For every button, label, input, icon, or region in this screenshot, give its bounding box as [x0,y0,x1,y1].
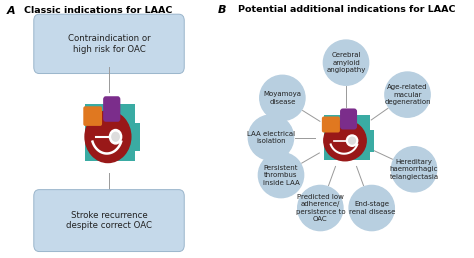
FancyBboxPatch shape [34,190,184,252]
Circle shape [109,130,122,144]
Text: Contraindication or
high risk for OAC: Contraindication or high risk for OAC [68,34,150,54]
FancyBboxPatch shape [85,104,135,161]
Circle shape [349,137,356,144]
Ellipse shape [324,120,366,161]
Circle shape [392,147,437,192]
Circle shape [385,72,430,117]
FancyBboxPatch shape [103,96,120,122]
Circle shape [260,75,305,120]
Ellipse shape [85,111,131,163]
Circle shape [323,40,369,85]
FancyBboxPatch shape [322,117,340,133]
FancyBboxPatch shape [340,108,357,130]
FancyBboxPatch shape [83,106,102,126]
FancyBboxPatch shape [122,123,139,151]
Circle shape [349,186,394,231]
Text: A: A [7,6,15,17]
Text: Moyamoya
disease: Moyamoya disease [264,91,301,105]
FancyBboxPatch shape [358,130,374,152]
Text: Predicted low
adherence/
persistence to
OAC: Predicted low adherence/ persistence to … [295,194,345,222]
FancyBboxPatch shape [324,115,370,160]
Text: Hereditary
haemorrhagic
telangiectasia: Hereditary haemorrhagic telangiectasia [390,159,438,180]
Text: LAA electrical
isolation: LAA electrical isolation [247,131,295,144]
Circle shape [298,186,343,231]
Text: Classic indications for LAAC: Classic indications for LAAC [24,6,173,15]
FancyBboxPatch shape [34,14,184,74]
Text: End-stage
renal disease: End-stage renal disease [348,201,395,215]
Circle shape [346,135,358,146]
Text: B: B [218,5,227,15]
Circle shape [112,132,119,141]
Circle shape [258,152,304,198]
Text: Cerebral
amyloid
angiopathy: Cerebral amyloid angiopathy [326,52,366,73]
Text: Stroke recurrence
despite correct OAC: Stroke recurrence despite correct OAC [66,211,152,230]
Circle shape [248,115,293,160]
Text: Age-related
macular
degeneration: Age-related macular degeneration [384,84,431,105]
Text: Potential additional indications for LAAC: Potential additional indications for LAA… [238,5,455,14]
Text: Persistent
thrombus
inside LAA: Persistent thrombus inside LAA [263,165,300,186]
